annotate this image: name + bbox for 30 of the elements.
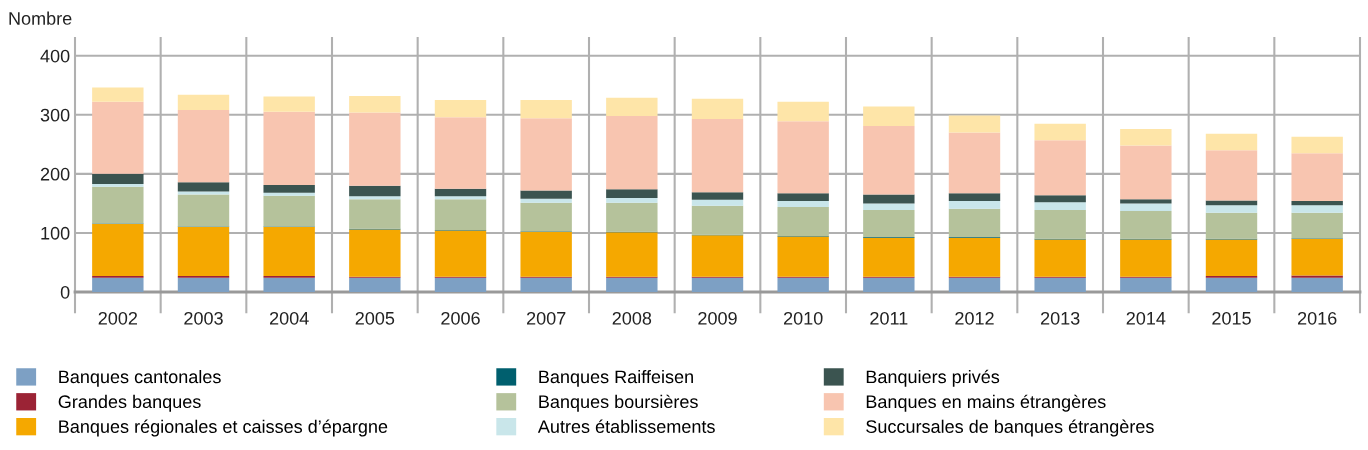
x-tick-label: 2011 xyxy=(870,311,908,325)
x-tick-label: 2013 xyxy=(1040,311,1080,325)
y-tick-label: 300 xyxy=(40,108,70,122)
x-tick-label: 2015 xyxy=(1212,311,1251,325)
y-tick-label: 0 xyxy=(60,285,70,299)
legend-label: Succursales de banques étrangères xyxy=(866,419,1154,437)
legend-label: Banquiers privés xyxy=(866,369,1000,387)
x-tick-label: 2005 xyxy=(355,311,395,325)
y-tick-label: 100 xyxy=(41,226,70,240)
legend-label: Banques Raiffeisen xyxy=(539,369,693,387)
x-tick-label: 2008 xyxy=(612,311,652,325)
y-tick-label: 200 xyxy=(40,167,70,181)
x-tick-label: 2012 xyxy=(955,311,994,325)
x-tick-label: 2003 xyxy=(184,311,223,325)
x-tick-label: 2016 xyxy=(1297,311,1337,325)
legend-label: Autres établissements xyxy=(537,419,715,433)
legend-label: Banques en mains étrangères xyxy=(866,394,1106,412)
x-tick-label: 2002 xyxy=(98,311,138,325)
x-tick-label: 2006 xyxy=(441,311,480,325)
y-tick-label: 400 xyxy=(40,49,70,63)
x-tick-label: 2009 xyxy=(698,311,737,325)
x-tick-label: 2007 xyxy=(526,311,566,325)
y-axis-title: Nombre xyxy=(9,11,72,25)
x-tick-label: 2014 xyxy=(1126,311,1166,325)
x-tick-label: 2004 xyxy=(269,311,309,325)
legend-label: Banques cantonales xyxy=(59,369,221,387)
legend-label: Banques boursières xyxy=(539,394,698,412)
legend-label: Grandes banques xyxy=(58,394,201,412)
x-tick-label: 2010 xyxy=(783,311,823,325)
legend-label: Banques régionales et caisses d’épargne xyxy=(59,419,388,437)
